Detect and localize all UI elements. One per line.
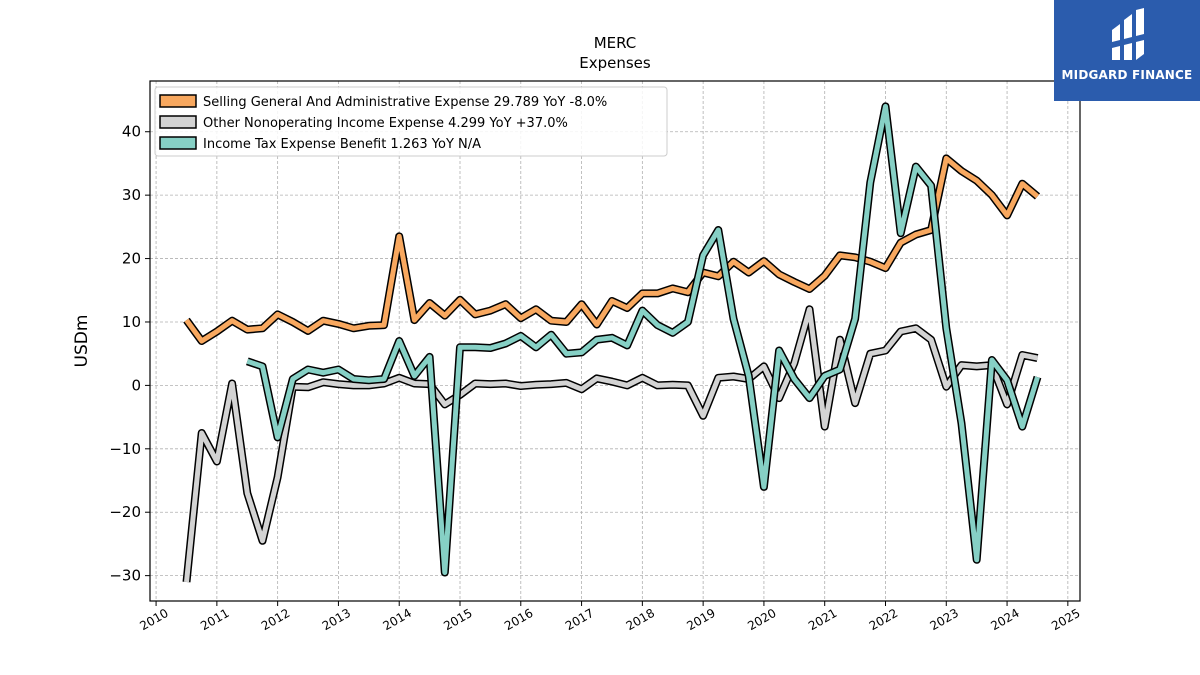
series-line-2: [184, 306, 1038, 583]
x-tick-label: 2010: [137, 606, 170, 633]
logo-mark-icon: [1112, 8, 1144, 60]
plot-frame: [149, 80, 1081, 602]
y-tick-label: −20: [109, 503, 141, 521]
y-tick-label: 10: [122, 313, 141, 331]
x-tick-label: 2023: [928, 606, 961, 633]
x-tick-label: 2015: [441, 606, 474, 633]
series-line-3: [246, 103, 1040, 575]
x-tick-label: 2011: [198, 606, 231, 633]
x-tick-label: 2021: [806, 606, 839, 633]
y-tick-label: 30: [122, 186, 141, 204]
x-tick-label: 2019: [684, 606, 717, 633]
chart-subtitle: Expenses: [579, 54, 651, 72]
x-tick-label: 2022: [867, 606, 900, 633]
series-line-1: [184, 155, 1040, 344]
x-tick-label: 2016: [502, 606, 535, 633]
y-tick-label: 40: [122, 123, 141, 141]
y-tick-label: 20: [122, 250, 141, 268]
y-axis-label: USDm: [72, 315, 92, 368]
x-tick-label: 2018: [624, 606, 657, 633]
legend-label: Selling General And Administrative Expen…: [203, 95, 607, 110]
x-tick-label: 2020: [745, 606, 778, 633]
logo-text: MIDGARD FINANCE: [1061, 68, 1193, 82]
y-tick-label: −30: [109, 567, 141, 585]
x-tick-label: 2013: [320, 606, 353, 633]
series-layer: [182, 102, 1042, 583]
legend-swatch: [159, 136, 197, 150]
legend-frame: [154, 86, 668, 157]
y-tick-label: −10: [109, 440, 141, 458]
series-outline-2: [182, 305, 1039, 583]
x-tick-label: 2012: [259, 606, 292, 633]
x-tick-label: 2024: [988, 606, 1021, 633]
chart-title: MERC: [594, 34, 637, 52]
y-tick-label: 0: [131, 376, 141, 394]
legend-label: Income Tax Expense Benefit 1.263 YoY N/A: [203, 137, 481, 152]
legend-label: Other Nonoperating Income Expense 4.299 …: [203, 116, 568, 131]
legend-swatch: [159, 94, 197, 108]
x-tick-label: 2014: [380, 606, 413, 633]
legend: Selling General And Administrative Expen…: [154, 86, 668, 157]
x-tick-label: 2017: [563, 606, 596, 633]
x-tick-label: 2025: [1049, 606, 1082, 633]
legend-swatch: [159, 115, 197, 129]
brand-logo: MIDGARD FINANCE: [1054, 0, 1200, 101]
